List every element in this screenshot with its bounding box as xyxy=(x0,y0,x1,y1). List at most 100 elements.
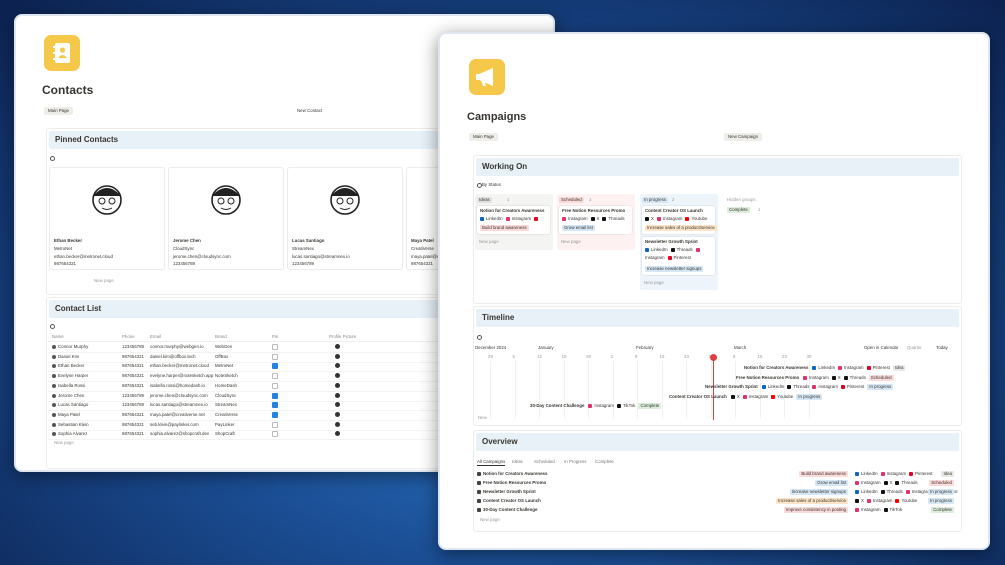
contact-card: Jerome Chen CloudSync jerome.chen@cloudsyn… xyxy=(168,167,284,270)
timeline-item: Content Creator OS Launch X Instagram Youtu… xyxy=(669,393,823,400)
filter-tab: All Campaigns xyxy=(477,459,506,466)
day-label: 16 xyxy=(659,354,665,359)
day-line xyxy=(710,361,712,419)
contact-email: lucas.santiago@streamnex.io xyxy=(292,254,350,259)
row-rule xyxy=(48,352,544,353)
row-rule xyxy=(48,390,544,392)
platform-list: Instagram X Threads xyxy=(855,480,919,486)
contact-name: Lucas Santiago xyxy=(292,238,325,243)
new-contact-button[interactable]: New Contact xyxy=(293,107,327,115)
platform-icon xyxy=(616,404,621,409)
avatar-dot xyxy=(52,364,56,369)
row-name: 30-Day Content Challenge xyxy=(483,507,538,512)
platform-icon xyxy=(590,217,595,221)
quarter: Quarter xyxy=(907,345,922,350)
pin-checkbox xyxy=(272,431,278,438)
filter-icon xyxy=(477,183,482,188)
goal-tag: Build brand awareness xyxy=(480,225,529,231)
platform-name: LinkedIn xyxy=(861,489,878,494)
contact-email: ethan.becker@metronet.cloud xyxy=(54,254,113,259)
platform-icon xyxy=(855,472,859,476)
new-campaign-button[interactable]: New Campaign xyxy=(724,133,763,141)
day-label: 2 xyxy=(610,354,613,359)
contact-company: CreatiVerse xyxy=(411,246,434,251)
platform-icon xyxy=(831,375,836,380)
section-header: Overview xyxy=(476,433,959,451)
campaign-card: Content Creator OS Launch X Instagram Youtu… xyxy=(642,206,717,234)
row-rule xyxy=(48,419,544,421)
pin-checkbox xyxy=(272,373,278,380)
item-name: Content Creator OS Launch xyxy=(669,393,727,399)
column-title: Ideas xyxy=(477,197,492,203)
main-page-button[interactable]: Main Page xyxy=(44,107,73,115)
row-icon xyxy=(477,499,481,503)
board-column: Scheduled 1 Free Notion Resources Promo Ins… xyxy=(557,194,635,250)
platform-name: Instagram xyxy=(818,384,838,390)
pin-checkbox xyxy=(272,392,278,399)
row-phone: 987654321 xyxy=(122,382,144,388)
card-title: Content Creator OS Launch xyxy=(645,208,703,213)
row-email: sophia.alvarez@shopcraft.dev xyxy=(150,431,210,437)
platform-name: X xyxy=(651,216,654,221)
column-header: Name xyxy=(52,334,64,339)
pin-checkbox xyxy=(272,344,278,350)
platform-name: Threads xyxy=(676,247,693,252)
row-phone: 987654321 xyxy=(122,373,144,379)
status-tag: Idea xyxy=(892,365,906,371)
platform-name: Threads xyxy=(901,480,918,485)
contact-company: CloudSync xyxy=(173,246,195,251)
column-title: Scheduled xyxy=(559,197,584,203)
profile-thumb xyxy=(335,431,340,437)
timeline-item: Newsletter Growth Sprint LinkedIn Threads I… xyxy=(705,384,894,391)
row-brand: CreatiVerse xyxy=(215,411,238,417)
column-count: 1 xyxy=(589,197,592,202)
goal-tag: Grow email list xyxy=(815,480,848,486)
day-line xyxy=(563,361,565,419)
platform-name: LinkedIn xyxy=(767,384,785,390)
row-email: evelyne.harper@notesketch.app xyxy=(150,373,214,379)
platform-icon xyxy=(812,385,817,390)
day-label: 9 xyxy=(733,354,736,359)
row-name: Sophia Alvarez xyxy=(58,431,88,437)
new-page: New page xyxy=(561,239,581,244)
platform-icon xyxy=(812,366,817,370)
platform-list: Instagram TikTok xyxy=(855,507,903,513)
day-label: 12 xyxy=(537,354,542,359)
row-name: Daniel Kim xyxy=(58,353,80,359)
main-page-button[interactable]: Main Page xyxy=(469,133,498,141)
overview-section: Overview xyxy=(473,430,962,532)
platform-name: Instagram xyxy=(748,393,769,399)
row-icon xyxy=(477,490,481,494)
row-phone: 987654321 xyxy=(122,421,144,427)
platform-name: Threads xyxy=(608,216,625,221)
profile-thumb xyxy=(335,402,340,408)
new-page: New page xyxy=(480,517,500,522)
pin-checkbox xyxy=(272,402,278,409)
filter-tab: In Progress xyxy=(564,459,587,464)
platform-icon xyxy=(840,385,845,390)
item-name: 30-Day Content Challenge xyxy=(530,403,585,409)
platform-icon xyxy=(855,508,859,512)
board-column: Ideas 1 Notion for Creators Awareness Linke… xyxy=(475,194,553,250)
platform-icon xyxy=(562,217,566,221)
platform-icon xyxy=(880,472,885,476)
campaigns-icon xyxy=(469,59,505,95)
header-rule xyxy=(48,341,544,342)
column-header: Brand xyxy=(215,334,227,339)
row-phone: 123456789 xyxy=(122,402,144,408)
platform-icon xyxy=(909,472,914,476)
day-line xyxy=(588,361,589,419)
row-phone: 987654321 xyxy=(122,411,144,417)
platform-name: Instagram xyxy=(886,471,907,476)
month-label: March xyxy=(734,345,747,350)
pin-checkbox xyxy=(272,382,278,389)
platform-list: X Instagram Youtube xyxy=(855,498,918,504)
row-rule xyxy=(48,400,544,402)
month-label: December 2024 xyxy=(475,345,507,350)
pin-checkbox xyxy=(272,353,278,360)
row-rule xyxy=(48,361,544,363)
day-label: 23 xyxy=(782,354,787,359)
row-name: Evelyne Harper xyxy=(58,373,89,379)
row-email: lucas.santiago@streamnex.io xyxy=(150,402,208,408)
